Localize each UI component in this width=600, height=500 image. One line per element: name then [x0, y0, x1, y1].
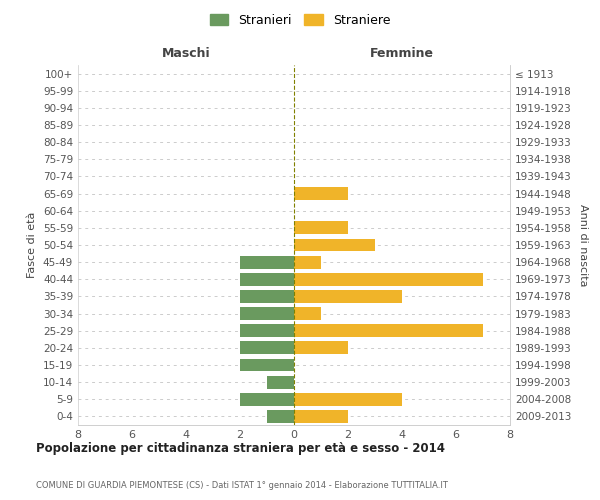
Bar — [294, 238, 375, 252]
Bar — [267, 376, 294, 388]
Bar — [240, 273, 294, 285]
Bar — [294, 273, 483, 285]
Legend: Stranieri, Straniere: Stranieri, Straniere — [205, 8, 395, 32]
Bar — [294, 410, 348, 423]
Bar — [294, 187, 348, 200]
Text: Femmine: Femmine — [370, 47, 434, 60]
Text: COMUNE DI GUARDIA PIEMONTESE (CS) - Dati ISTAT 1° gennaio 2014 - Elaborazione TU: COMUNE DI GUARDIA PIEMONTESE (CS) - Dati… — [36, 481, 448, 490]
Bar — [240, 342, 294, 354]
Bar — [294, 256, 321, 268]
Bar — [240, 290, 294, 303]
Bar — [294, 324, 483, 337]
Bar — [294, 393, 402, 406]
Text: Maschi: Maschi — [161, 47, 211, 60]
Bar — [294, 342, 348, 354]
Bar — [240, 358, 294, 372]
Bar — [294, 307, 321, 320]
Bar — [240, 324, 294, 337]
Bar — [240, 393, 294, 406]
Bar — [294, 222, 348, 234]
Bar — [267, 410, 294, 423]
Bar — [240, 256, 294, 268]
Y-axis label: Fasce di età: Fasce di età — [28, 212, 37, 278]
Text: Popolazione per cittadinanza straniera per età e sesso - 2014: Popolazione per cittadinanza straniera p… — [36, 442, 445, 455]
Bar — [294, 290, 402, 303]
Y-axis label: Anni di nascita: Anni di nascita — [578, 204, 588, 286]
Bar — [240, 307, 294, 320]
